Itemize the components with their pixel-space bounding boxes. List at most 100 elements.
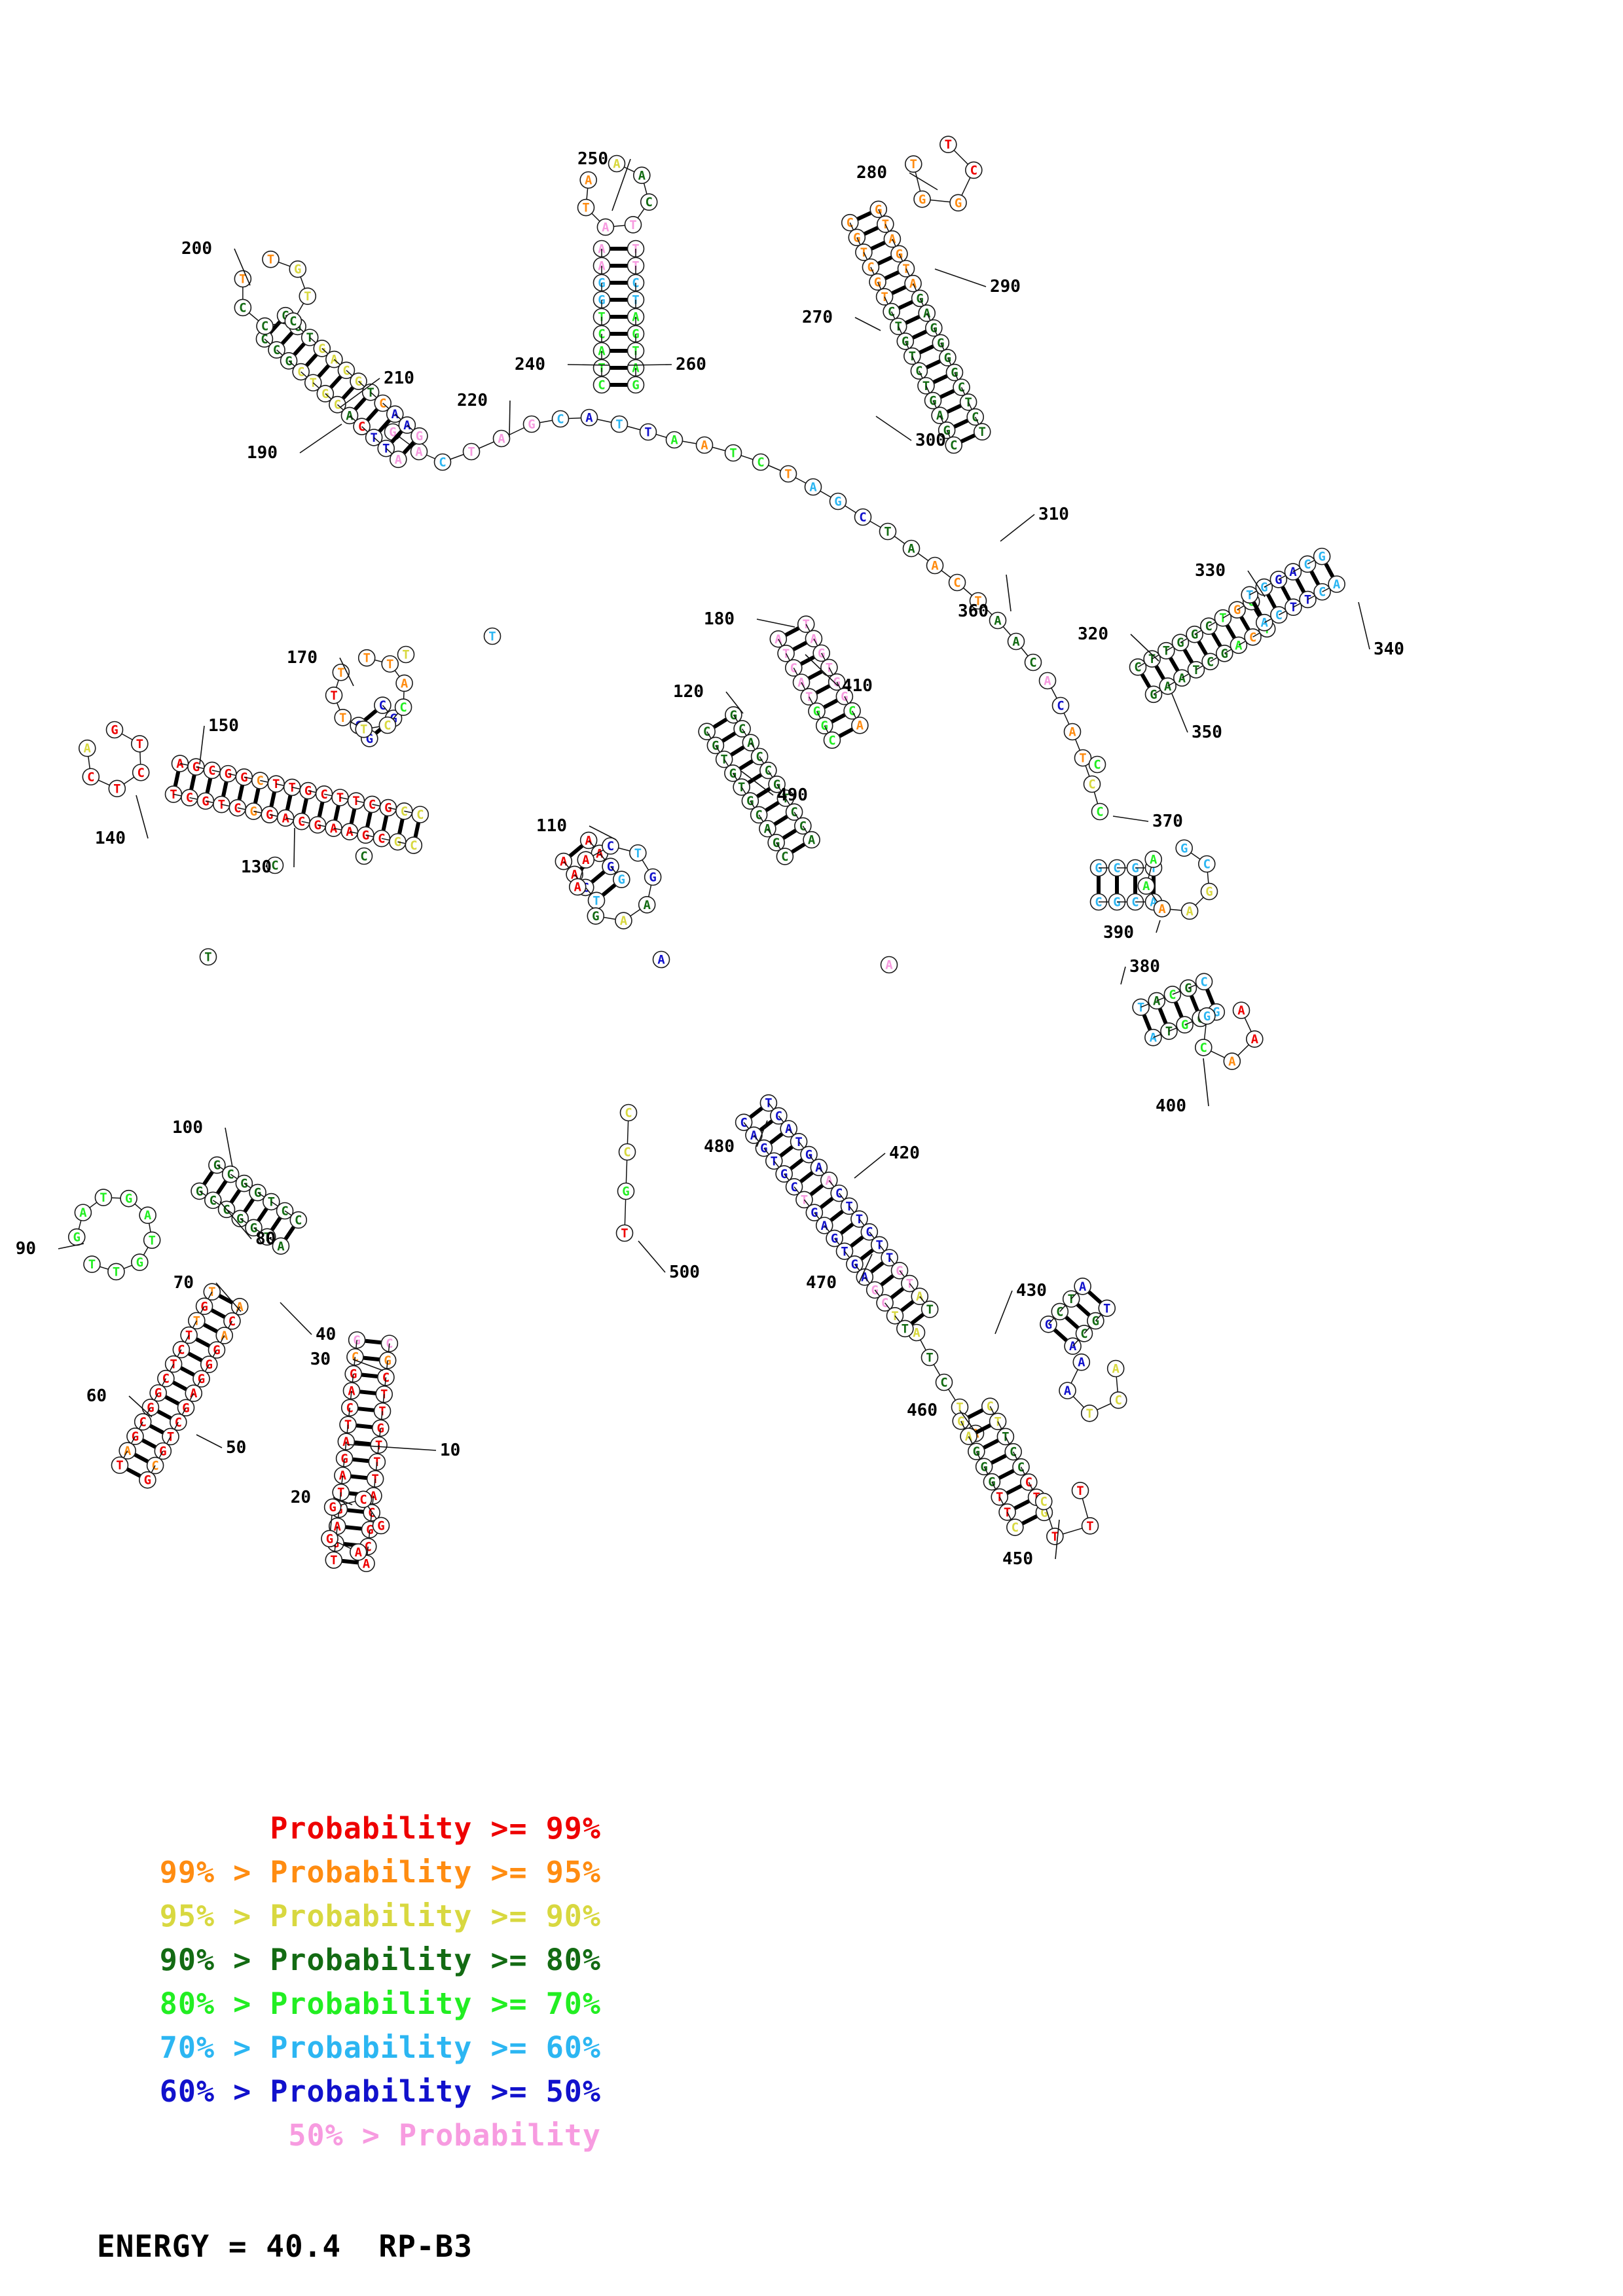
- svg-text:G: G: [1233, 603, 1241, 617]
- leader-line: [1006, 574, 1012, 612]
- position-number: 110: [536, 816, 567, 836]
- nucleotide-loop-280-3: G: [913, 190, 931, 208]
- svg-text:A: A: [415, 445, 423, 459]
- nucleotide-strand-360-370-5: C: [1091, 802, 1109, 821]
- nucleotide-strand-220-junction-22: T: [969, 592, 987, 610]
- leader-line: [352, 1359, 384, 1371]
- base-pair-bond: [1225, 624, 1237, 639]
- nucleotide-loop-110-7: G: [587, 907, 605, 925]
- base-pair-bond: [1006, 1484, 1023, 1495]
- svg-text:T: T: [267, 253, 274, 267]
- node-104: C: [355, 847, 373, 865]
- svg-text:T: T: [113, 781, 120, 796]
- base-pair-bond: [1197, 640, 1208, 656]
- svg-text:C: C: [439, 456, 446, 470]
- svg-text:A: A: [613, 157, 621, 171]
- position-label-400: 400: [1156, 1058, 1209, 1116]
- helices-group: GCCGGCATCTTGATGTATTAGCAGGCTATAGCTATGCGTG…: [111, 200, 1345, 1573]
- nucleotide-helix-190-210-R11: G: [410, 427, 428, 445]
- base-pair-bond: [919, 344, 934, 355]
- base-pair-bond: [830, 1210, 844, 1222]
- nucleotide-loop-200-3: C: [284, 312, 302, 330]
- base-pair-bond: [378, 419, 391, 433]
- nucleotide-loop-110-3: T: [629, 844, 647, 862]
- position-label-390: 390: [1103, 920, 1161, 942]
- svg-text:G: G: [1040, 1505, 1048, 1520]
- leader-line: [339, 657, 354, 687]
- nucleotide-helix-330-340-L5: A: [1328, 575, 1345, 593]
- position-label-220: 220: [457, 391, 511, 438]
- nucleotide-loop-250-1: A: [633, 166, 651, 185]
- svg-text:C: C: [625, 1106, 632, 1121]
- leader-line: [756, 1120, 768, 1147]
- base-pair-bond: [381, 816, 389, 831]
- base-pair-bond: [280, 331, 294, 345]
- nucleotide-loop-110-6: A: [615, 912, 632, 929]
- leader-line: [196, 1434, 223, 1448]
- svg-text:A: A: [144, 1208, 152, 1223]
- svg-text:C: C: [646, 195, 653, 209]
- position-label-240: 240: [515, 355, 610, 374]
- base-pair-bond: [218, 1294, 234, 1304]
- position-number: 350: [1192, 723, 1222, 742]
- svg-text:C: C: [1056, 1304, 1063, 1319]
- nucleotide-strand-220-junction-23: A: [989, 611, 1007, 630]
- nucleotide-loop-400-1: A: [1246, 1030, 1264, 1048]
- svg-text:A: A: [670, 433, 678, 448]
- svg-text:T: T: [1076, 1484, 1084, 1498]
- svg-text:T: T: [910, 157, 917, 171]
- nucleotide-loop-140-4: C: [82, 768, 100, 786]
- nucleotide-helix-420-480-R16: T: [921, 1300, 939, 1318]
- svg-text:A: A: [809, 480, 817, 495]
- svg-text:G: G: [294, 262, 301, 277]
- base-pair-bond: [253, 788, 261, 804]
- position-number: 240: [515, 355, 545, 374]
- position-label-380: 380: [1120, 957, 1160, 985]
- position-number: 120: [673, 682, 704, 702]
- svg-text:C: C: [970, 163, 977, 177]
- svg-text:C: C: [289, 314, 297, 329]
- svg-text:C: C: [1029, 656, 1036, 670]
- nucleotide-strand-460-470-2: C: [935, 1373, 953, 1391]
- svg-text:A: A: [1078, 1355, 1085, 1370]
- svg-text:C: C: [360, 850, 367, 864]
- nucleotide-strand-500-tail-0: C: [619, 1103, 638, 1122]
- svg-text:C: C: [556, 412, 564, 427]
- base-pair-bond: [568, 844, 584, 858]
- position-label-490: 490: [740, 770, 808, 805]
- position-label-50: 50: [196, 1434, 246, 1458]
- base-pair-bond: [333, 805, 340, 821]
- base-pair-bond: [345, 1525, 362, 1531]
- position-label-430: 430: [994, 1281, 1047, 1335]
- svg-text:G: G: [1176, 636, 1184, 650]
- leader-line: [740, 770, 774, 796]
- energy-line: ENERGY = 40.4 RP-B3: [97, 2229, 473, 2264]
- base-pair-bond: [187, 1352, 203, 1363]
- base-pair-bond: [1173, 1001, 1184, 1018]
- leader-line: [509, 400, 511, 438]
- nucleotide-strand-220-junction-14: T: [779, 465, 797, 483]
- nucleotide-helix-120-490-R9: A: [803, 831, 820, 849]
- svg-text:G: G: [366, 732, 373, 746]
- position-number: 150: [208, 716, 239, 736]
- svg-text:C: C: [1057, 699, 1064, 713]
- nucleotide-helix-80-100-R6: C: [289, 1211, 308, 1229]
- nucleotide-loop-250-5: T: [577, 198, 595, 217]
- leader-line: [1171, 693, 1188, 733]
- svg-text:A: A: [907, 542, 915, 556]
- svg-text:T: T: [304, 289, 311, 304]
- position-label-90: 90: [16, 1239, 84, 1259]
- svg-text:T: T: [1086, 1407, 1093, 1421]
- base-pair-bond: [354, 1440, 371, 1446]
- base-pair-bond: [1182, 649, 1194, 664]
- nucleotide-strand-220-junction-17: C: [854, 508, 872, 526]
- svg-text:T: T: [1192, 663, 1199, 677]
- position-number: 100: [172, 1118, 203, 1138]
- base-pair-bond: [1205, 988, 1215, 1005]
- nucleotide-loop-200-4: C: [256, 317, 274, 335]
- position-label-310: 310: [1000, 505, 1069, 542]
- svg-text:C: C: [271, 859, 278, 873]
